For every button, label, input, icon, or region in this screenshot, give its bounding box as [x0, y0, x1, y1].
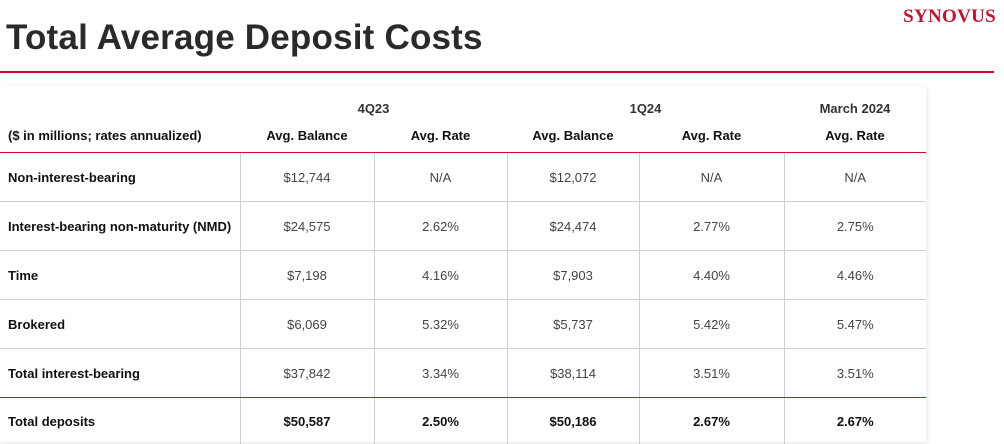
cell-march-rate: N/A	[784, 153, 926, 202]
deposit-costs-table: 4Q23 1Q24 March 2024 ($ in millions; rat…	[0, 86, 926, 444]
table-row-total-interest-bearing: Total interest-bearing $37,842 3.34% $38…	[0, 349, 926, 398]
column-header-1q24-balance: Avg. Balance	[507, 118, 639, 153]
table-row-non-interest-bearing: Non-interest-bearing $12,744 N/A $12,072…	[0, 153, 926, 202]
table-row-time: Time $7,198 4.16% $7,903 4.40% 4.46%	[0, 251, 926, 300]
row-label: Time	[0, 251, 240, 300]
synovus-logo: SYNOVUS	[903, 6, 996, 28]
row-label: Interest-bearing non-maturity (NMD)	[0, 202, 240, 251]
cell-1q24-balance: $24,474	[507, 202, 639, 251]
column-header-4q23-rate: Avg. Rate	[374, 118, 507, 153]
group-header-4q23: 4Q23	[240, 86, 507, 118]
cell-march-rate: 3.51%	[784, 349, 926, 398]
page-title: Total Average Deposit Costs	[6, 18, 483, 58]
row-label: Non-interest-bearing	[0, 153, 240, 202]
cell-4q23-balance: $50,587	[240, 398, 374, 444]
cell-4q23-balance: $6,069	[240, 300, 374, 349]
table-row-interest-bearing-nmd: Interest-bearing non-maturity (NMD) $24,…	[0, 202, 926, 251]
cell-1q24-balance: $12,072	[507, 153, 639, 202]
cell-4q23-rate: N/A	[374, 153, 507, 202]
cell-1q24-balance: $5,737	[507, 300, 639, 349]
cell-4q23-rate: 2.50%	[374, 398, 507, 444]
group-header-march-2024: March 2024	[784, 86, 926, 118]
cell-march-rate: 2.67%	[784, 398, 926, 444]
cell-4q23-balance: $7,198	[240, 251, 374, 300]
cell-1q24-rate: 4.40%	[639, 251, 784, 300]
cell-4q23-balance: $24,575	[240, 202, 374, 251]
cell-4q23-rate: 2.62%	[374, 202, 507, 251]
cell-4q23-balance: $37,842	[240, 349, 374, 398]
cell-1q24-rate: N/A	[639, 153, 784, 202]
row-label: Brokered	[0, 300, 240, 349]
cell-4q23-rate: 5.32%	[374, 300, 507, 349]
column-header-1q24-rate: Avg. Rate	[639, 118, 784, 153]
cell-1q24-rate: 3.51%	[639, 349, 784, 398]
cell-1q24-balance: $38,114	[507, 349, 639, 398]
cell-1q24-balance: $50,186	[507, 398, 639, 444]
cell-4q23-rate: 4.16%	[374, 251, 507, 300]
row-label: Total deposits	[0, 398, 240, 444]
group-spacer	[0, 86, 240, 118]
cell-1q24-rate: 5.42%	[639, 300, 784, 349]
cell-4q23-balance: $12,744	[240, 153, 374, 202]
deposit-costs-table-card: 4Q23 1Q24 March 2024 ($ in millions; rat…	[0, 86, 926, 442]
group-header-1q24: 1Q24	[507, 86, 784, 118]
cell-march-rate: 2.75%	[784, 202, 926, 251]
period-group-row: 4Q23 1Q24 March 2024	[0, 86, 926, 118]
table-row-total-deposits: Total deposits $50,587 2.50% $50,186 2.6…	[0, 398, 926, 444]
row-label: Total interest-bearing	[0, 349, 240, 398]
title-divider	[0, 71, 994, 73]
cell-1q24-rate: 2.77%	[639, 202, 784, 251]
column-header-label: ($ in millions; rates annualized)	[0, 118, 240, 153]
column-header-4q23-balance: Avg. Balance	[240, 118, 374, 153]
column-header-march-rate: Avg. Rate	[784, 118, 926, 153]
cell-1q24-balance: $7,903	[507, 251, 639, 300]
cell-4q23-rate: 3.34%	[374, 349, 507, 398]
cell-march-rate: 5.47%	[784, 300, 926, 349]
table-row-brokered: Brokered $6,069 5.32% $5,737 5.42% 5.47%	[0, 300, 926, 349]
cell-1q24-rate: 2.67%	[639, 398, 784, 444]
cell-march-rate: 4.46%	[784, 251, 926, 300]
column-header-row: ($ in millions; rates annualized) Avg. B…	[0, 118, 926, 153]
